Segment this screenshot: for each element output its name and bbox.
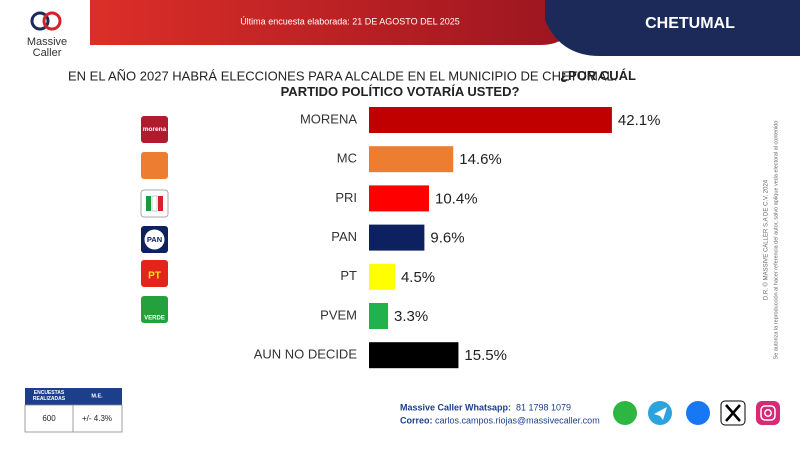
bar [369, 263, 395, 290]
value-label: 9.6% [430, 230, 464, 247]
category-label: AUN NO DECIDE [254, 347, 358, 362]
facebook-icon[interactable] [686, 401, 710, 425]
side-notice: Se autoriza la reproducción al hacer ref… [773, 121, 779, 360]
city: CHETUMAL [645, 15, 735, 32]
party-logos: morena PAN PT VERDE [140, 116, 169, 323]
footer-value: carlos.campos.riojas@massivecaller.com [435, 415, 600, 425]
brand-logo [30, 11, 62, 31]
footer-label: Massive Caller Whatsapp: [400, 402, 511, 412]
logo-text: morena [143, 126, 167, 133]
bar [369, 146, 454, 173]
brand-text: Massive [27, 36, 67, 48]
brand-text: Caller [33, 47, 62, 59]
header-band [0, 0, 575, 45]
table-header: M.E. [91, 393, 103, 399]
category-label: MC [337, 151, 357, 166]
logo-text: PAN [147, 235, 162, 244]
value-label: 3.3% [394, 308, 428, 325]
bar [369, 224, 425, 251]
bar [369, 185, 430, 212]
table-cell: 600 [42, 414, 56, 423]
instagram-icon[interactable] [756, 401, 780, 425]
social-icons [613, 400, 780, 426]
category-label: MORENA [300, 111, 357, 126]
table-cell: +/- 4.3% [82, 414, 112, 423]
bar [369, 107, 612, 133]
logo-text: PT [148, 271, 161, 282]
logo-bg [0, 0, 90, 60]
category-label: PVEM [320, 307, 357, 322]
logo-text: VERDE [144, 316, 165, 322]
chart-title-bold: ¿POR CUÁL PARTIDO POLÍTICO VOTARÍA USTED? [281, 68, 636, 99]
survey-date: Última encuesta elaborada: 21 DE AGOSTO … [240, 16, 460, 26]
survey-table: ENCUESTAS REALIZADAS M.E. 600 +/- 4.3% [24, 388, 123, 433]
footer-label: Correo: [400, 415, 433, 425]
whatsapp-icon[interactable] [613, 401, 637, 425]
category-label: PT [340, 268, 357, 283]
copyright: D.R. © MASSIVE CALLER S.A DE C.V. 2024 [763, 179, 770, 300]
value-label: 42.1% [618, 112, 661, 129]
table-header: ENCUESTAS REALIZADAS [33, 390, 66, 402]
category-label: PAN [331, 229, 357, 244]
value-label: 10.4% [435, 190, 478, 207]
value-label: 4.5% [401, 269, 435, 286]
category-label: PRI [335, 190, 357, 205]
bar [369, 303, 389, 329]
footer-value: 81 1798 1079 [516, 402, 571, 412]
value-label: 14.6% [459, 151, 502, 168]
bar [369, 342, 459, 369]
value-label: 15.5% [464, 347, 507, 364]
city-band [545, 0, 800, 56]
chart-title: EN EL AÑO 2027 HABRÁ ELECCIONES PARA ALC… [68, 68, 617, 83]
